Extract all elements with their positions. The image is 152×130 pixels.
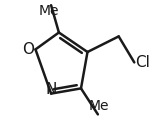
- Text: Me: Me: [89, 99, 109, 113]
- Text: Me: Me: [38, 4, 59, 18]
- Text: Cl: Cl: [136, 55, 150, 70]
- Text: N: N: [45, 83, 57, 98]
- Text: O: O: [22, 42, 34, 57]
